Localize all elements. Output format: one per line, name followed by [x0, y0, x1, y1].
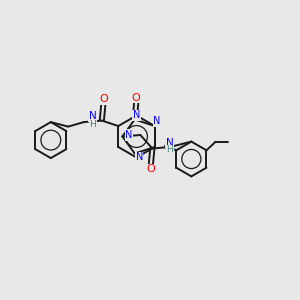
Text: N: N	[153, 116, 161, 127]
Text: N: N	[133, 110, 140, 121]
Text: H: H	[167, 146, 173, 154]
Text: O: O	[132, 93, 141, 103]
Text: N: N	[166, 137, 174, 148]
Text: O: O	[99, 94, 108, 104]
Text: N: N	[89, 111, 97, 121]
Text: H: H	[89, 120, 96, 129]
Text: N: N	[136, 152, 143, 162]
Text: O: O	[146, 164, 155, 174]
Text: N: N	[125, 130, 133, 140]
